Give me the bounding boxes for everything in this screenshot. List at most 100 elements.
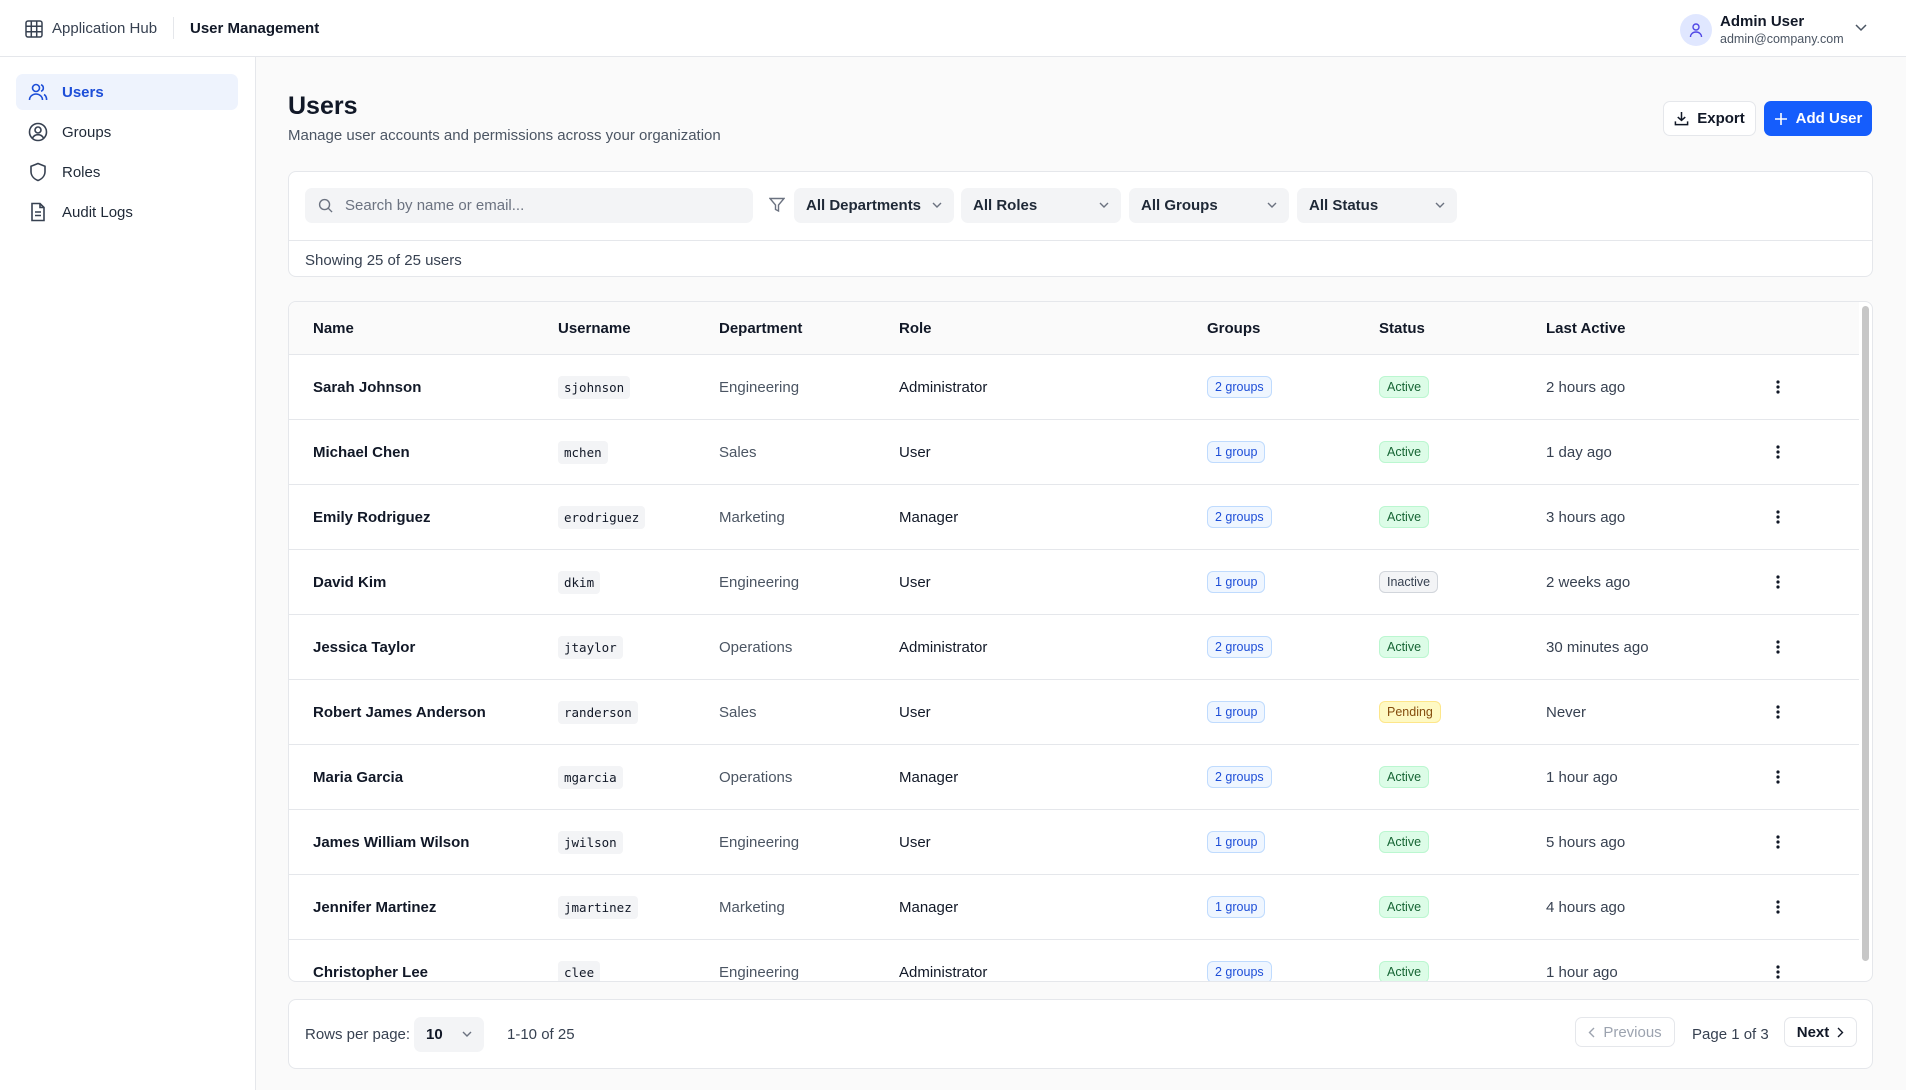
table-row[interactable]: Jennifer Martinez jmartinez Marketing Manag… [289,875,1859,940]
status-badge: Active [1379,831,1430,853]
groups-badge[interactable]: 2 groups [1207,376,1272,398]
username-cell: sjohnson [558,355,631,419]
user-menu-chevron[interactable] [1855,24,1867,32]
groups-badge[interactable]: 1 group [1207,441,1266,463]
user-name: Christopher Lee [313,963,429,981]
role: Manager [899,768,959,786]
user-name[interactable]: Admin User [1720,13,1805,30]
user-email: admin@company.com [1720,32,1844,46]
username-cell: erodriguez [558,485,646,549]
username-cell: jtaylor [558,615,623,679]
user-name: Maria Garcia [313,768,404,786]
department: Operations [719,768,793,786]
filter-dropdown[interactable]: All Roles [961,188,1121,223]
username-cell: jwilson [558,810,623,874]
row-menu[interactable] [1776,680,1780,744]
table-header: Name Username Department Role Groups Status La… [289,302,1859,355]
groups-badge[interactable]: 1 group [1207,896,1266,918]
table-row[interactable]: Sarah Johnson sjohnson Engineering Administ… [289,355,1859,420]
username: mgarcia [558,765,623,789]
groups-cell: 1 group [1207,550,1266,614]
table-row[interactable]: Michael Chen mchen Sales User 1 group Active 1… [289,420,1859,485]
username-cell: mgarcia [558,745,623,809]
groups-badge[interactable]: 2 groups [1207,766,1272,788]
nav-label: Groups [62,123,112,141]
nav-item[interactable]: Users [16,74,238,110]
search-placeholder: Search by name or email... [345,197,525,214]
user-name: Michael Chen [313,443,410,461]
username: dkim [558,570,601,594]
scrollbar[interactable] [1862,306,1869,961]
previous-button[interactable]: Previous [1575,1017,1675,1047]
groups-badge[interactable]: 2 groups [1207,961,1272,981]
button-label: Add User [1795,110,1863,127]
last-active: 30 minutes ago [1546,638,1649,656]
user-name: Robert James Anderson [313,703,486,721]
row-menu[interactable] [1776,355,1780,419]
username: jmartinez [558,895,638,919]
status-cell: Active [1379,355,1430,419]
table-row[interactable]: Christopher Lee clee Engineering Administra… [289,940,1859,981]
add-user-button[interactable]: Add User [1764,101,1872,136]
row-menu[interactable] [1776,810,1780,874]
groups-cell: 2 groups [1207,355,1272,419]
nav-item[interactable]: Roles [16,154,238,190]
table-row[interactable]: Jessica Taylor jtaylor Operations Administr… [289,615,1859,680]
user-name: David Kim [313,573,387,591]
row-menu[interactable] [1776,550,1780,614]
page-subtitle: Manage user accounts and permissions acr… [288,127,721,144]
username-cell: mchen [558,420,608,484]
table-row[interactable]: Maria Garcia mgarcia Operations Manager 2 gr… [289,745,1859,810]
row-menu[interactable] [1776,940,1780,981]
filter-card: Search by name or email... All Departmen… [288,171,1873,277]
dropdown-label: All Departments [806,197,922,214]
row-menu[interactable] [1776,745,1780,809]
table-row[interactable]: James William Wilson jwilson Engineering Us… [289,810,1859,875]
status-badge: Active [1379,766,1430,788]
divider [289,240,1872,241]
user-name: Sarah Johnson [313,378,422,396]
table-row[interactable]: Robert James Anderson randerson Sales User 1… [289,680,1859,745]
column-header: Name [313,319,354,337]
groups-cell: 1 group [1207,875,1266,939]
row-menu[interactable] [1776,485,1780,549]
column-header: Department [719,319,803,337]
last-active: Never [1546,703,1587,721]
row-menu[interactable] [1776,875,1780,939]
status-badge: Pending [1379,701,1441,723]
search-input[interactable]: Search by name or email... [305,188,753,223]
status-badge: Active [1379,896,1430,918]
results-summary: Showing 25 of 25 users [305,252,462,269]
row-menu[interactable] [1776,420,1780,484]
page-indicator: Page 1 of 3 [1692,1026,1769,1043]
username-cell: jmartinez [558,875,638,939]
table-row[interactable]: Emily Rodriguez erodriguez Marketing Manage… [289,485,1859,550]
page-title: Users [288,92,358,120]
groups-badge[interactable]: 2 groups [1207,636,1272,658]
department: Marketing [719,898,785,916]
dropdown-label: All Roles [973,197,1038,214]
nav-label: Roles [62,163,101,181]
filter-dropdown[interactable]: All Departments [794,188,954,223]
app-name[interactable]: Application Hub [52,20,158,37]
groups-badge[interactable]: 1 group [1207,701,1266,723]
avatar[interactable] [1680,14,1712,46]
table-row[interactable]: David Kim dkim Engineering User 1 group Inact… [289,550,1859,615]
filter-dropdown[interactable]: All Status [1297,188,1457,223]
nav-item[interactable]: Audit Logs [16,194,238,230]
role: Manager [899,508,959,526]
last-active: 3 hours ago [1546,508,1626,526]
groups-badge[interactable]: 1 group [1207,571,1266,593]
groups-badge[interactable]: 1 group [1207,831,1266,853]
next-button[interactable]: Next [1784,1017,1857,1047]
nav-item[interactable]: Groups [16,114,238,150]
column-header: Role [899,319,932,337]
groups-badge[interactable]: 2 groups [1207,506,1272,528]
status-cell: Active [1379,420,1430,484]
username: jtaylor [558,635,623,659]
export-button[interactable]: Export [1663,101,1756,136]
last-active: 4 hours ago [1546,898,1626,916]
filter-dropdown[interactable]: All Groups [1129,188,1289,223]
rows-per-page-select[interactable]: 10 [414,1017,484,1052]
row-menu[interactable] [1776,615,1780,679]
